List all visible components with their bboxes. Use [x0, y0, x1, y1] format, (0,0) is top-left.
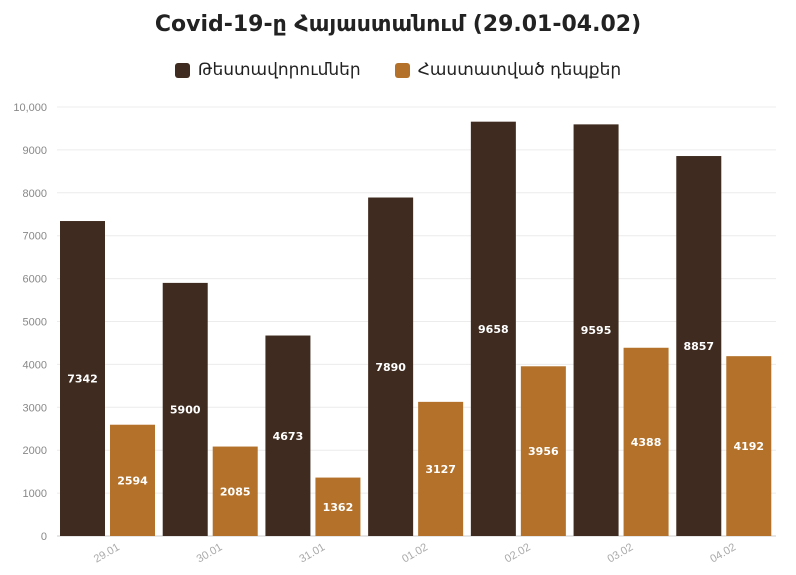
x-tick-label: 04.02 — [708, 541, 738, 565]
bar-value-label: 7890 — [375, 361, 406, 374]
bar-value-label: 4388 — [631, 436, 662, 449]
x-tick-label: 31.01 — [297, 541, 327, 565]
bar-value-label: 2085 — [220, 485, 251, 498]
legend-swatch-cases — [394, 62, 410, 78]
bar[interactable] — [212, 446, 258, 536]
bar[interactable] — [110, 424, 155, 536]
legend-swatch-tests — [174, 62, 190, 78]
y-tick-label: 3000 — [23, 402, 47, 414]
bar-value-label: 9595 — [581, 324, 612, 337]
bar[interactable] — [418, 401, 464, 536]
x-tick-label: 29.01 — [92, 541, 122, 565]
bar-value-label: 2594 — [117, 474, 148, 487]
x-tick-label: 03.02 — [606, 541, 636, 565]
bar[interactable] — [315, 477, 361, 536]
y-tick-label: 10,000 — [13, 102, 47, 114]
bar-value-label: 7342 — [67, 373, 98, 386]
bar[interactable] — [162, 282, 208, 536]
y-tick-label: 1000 — [23, 488, 47, 500]
chart-title: Covid-19-ը Հայաստանում (29.01-04.02) — [154, 12, 642, 37]
bar-value-label: 5900 — [170, 403, 201, 416]
y-tick-label: 8000 — [23, 188, 47, 200]
legend: Թեստավորումներ Հաստատված դեպքեր — [0, 60, 796, 80]
legend-item-tests[interactable]: Թեստավորումներ — [174, 60, 361, 80]
legend-item-cases[interactable]: Հաստատված դեպքեր — [394, 60, 622, 80]
bar[interactable] — [368, 197, 414, 537]
legend-label-tests: Թեստավորումներ — [197, 60, 361, 80]
bar[interactable] — [60, 221, 105, 536]
y-tick-label: 0 — [41, 531, 47, 543]
x-tick-label: 30.01 — [195, 541, 225, 565]
bar-value-label: 9658 — [478, 323, 509, 336]
y-tick-label: 7000 — [23, 231, 47, 243]
bar[interactable] — [265, 335, 311, 536]
bar[interactable] — [520, 366, 566, 536]
bar-value-label: 4192 — [733, 440, 764, 453]
bar-value-label: 3127 — [425, 463, 456, 476]
y-tick-label: 2000 — [23, 445, 47, 457]
bar[interactable] — [573, 124, 619, 536]
bar[interactable] — [726, 356, 772, 536]
bar-value-label: 8857 — [683, 340, 714, 353]
y-tick-label: 5000 — [23, 317, 47, 329]
bar[interactable] — [623, 347, 669, 536]
bar-value-label: 1362 — [323, 501, 354, 514]
x-tick-label: 01.02 — [400, 541, 430, 565]
bar-value-label: 4673 — [273, 430, 304, 443]
bar-value-label: 3956 — [528, 445, 559, 458]
bar[interactable] — [470, 121, 516, 536]
legend-label-cases: Հաստատված դեպքեր — [417, 60, 622, 80]
x-tick-label: 02.02 — [503, 541, 533, 565]
y-tick-label: 9000 — [23, 145, 47, 157]
bar[interactable] — [676, 156, 722, 536]
y-tick-label: 6000 — [23, 274, 47, 286]
y-tick-label: 4000 — [23, 359, 47, 371]
